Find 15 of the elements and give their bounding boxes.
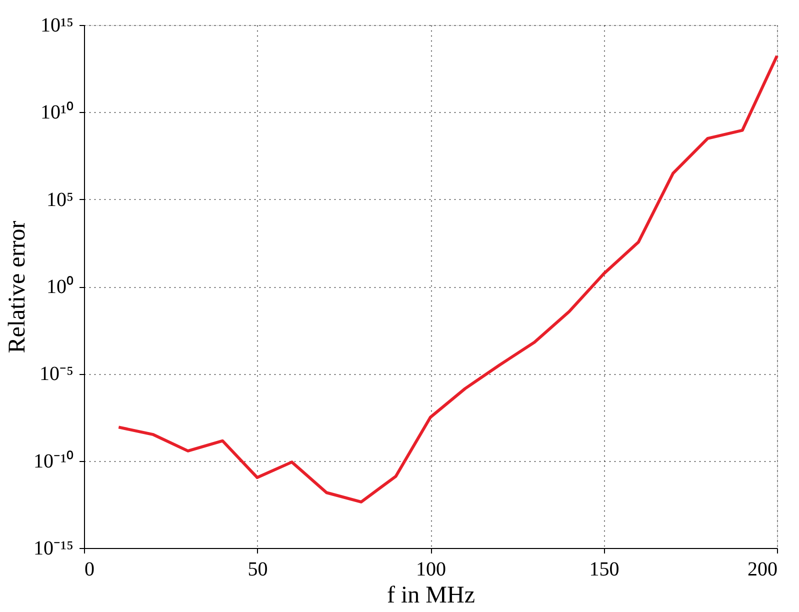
y-tick-label: 10⁻⁵	[40, 363, 74, 386]
y-tick-label: 10¹⁵	[40, 14, 74, 36]
x-tick-label: 150	[589, 558, 620, 580]
x-tick-label: 50	[248, 558, 268, 580]
line-series	[117, 54, 778, 504]
y-tick-label: 10⁻¹⁰	[34, 449, 74, 472]
x-tick-label: 200	[748, 558, 778, 580]
y-tick-label: 10⁵	[46, 188, 74, 211]
y-tick-label: 10⁰	[46, 275, 74, 298]
y-tick-label: 10¹⁰	[40, 100, 74, 124]
x-axis-title: f in MHz	[387, 582, 475, 608]
x-tick-label: 100	[416, 558, 446, 580]
y-axis-title: Relative error	[4, 220, 31, 354]
y-tick-label: 10⁻¹⁵	[34, 538, 74, 560]
x-tick-label: 0	[84, 558, 94, 580]
